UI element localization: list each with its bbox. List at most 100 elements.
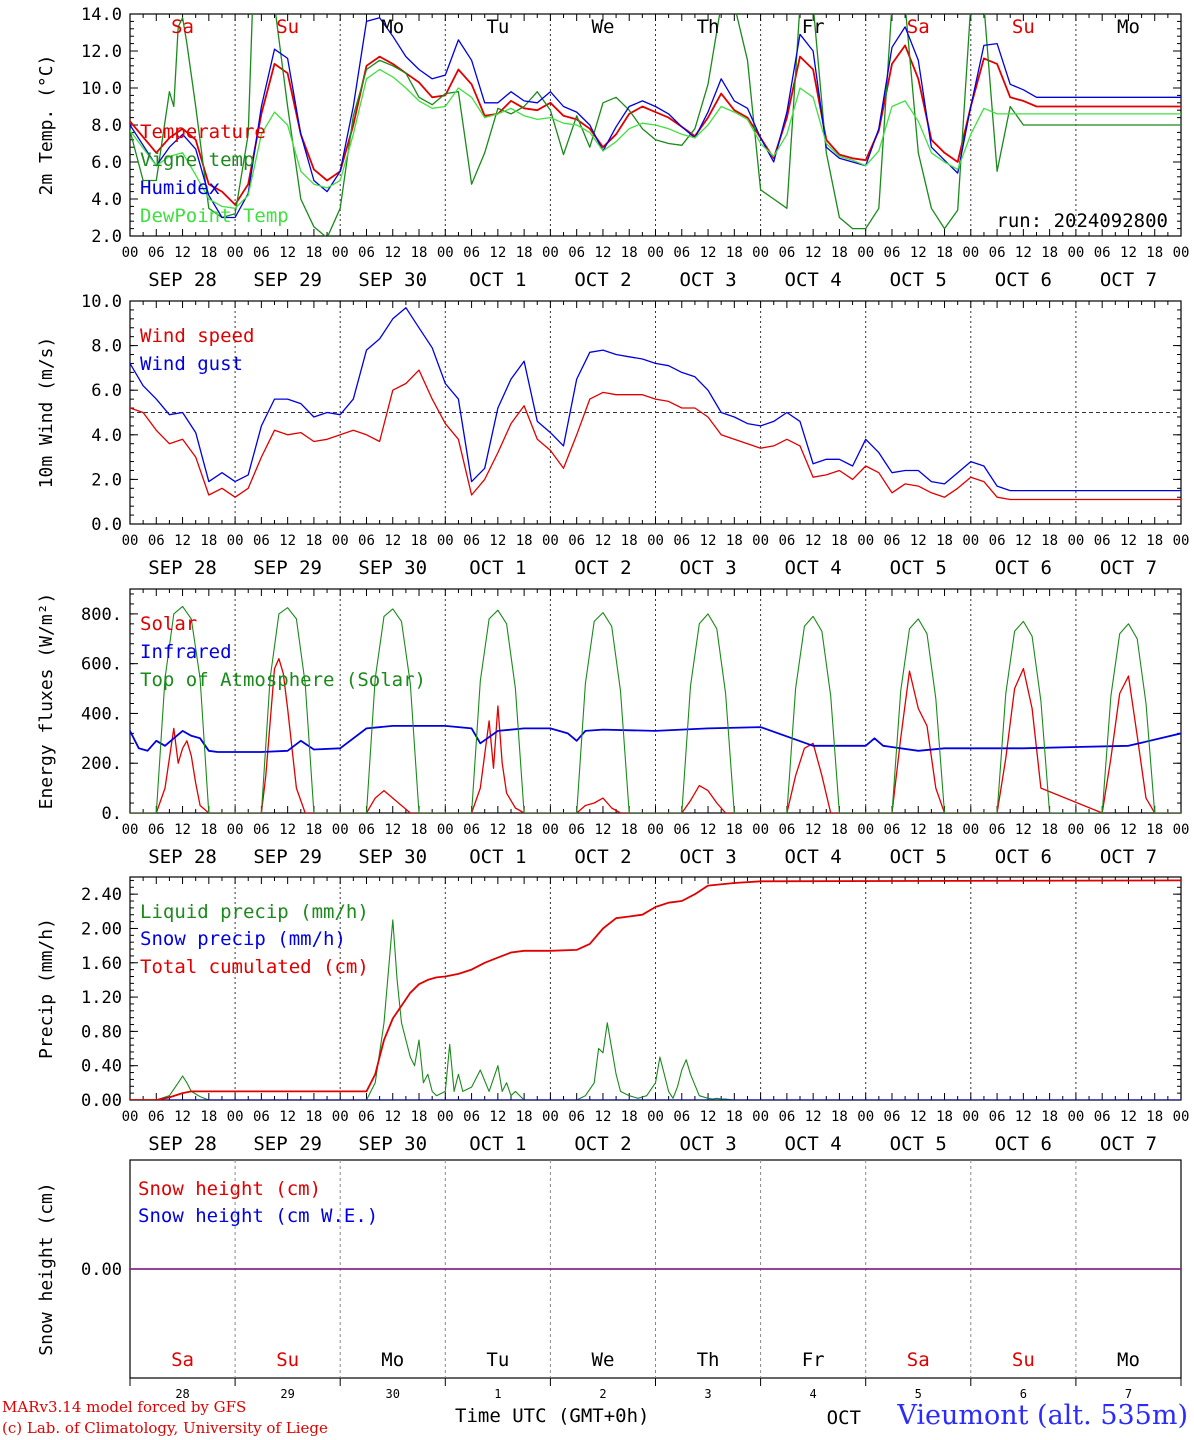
precip-hour-label: 00 <box>122 1109 139 1125</box>
precip-date-label: OCT 7 <box>1100 1133 1157 1155</box>
wind-hour-label: 18 <box>411 533 428 549</box>
precip-hour-label: 18 <box>305 1109 322 1125</box>
precip-series-liquid-precip-mm-h <box>130 919 1181 1100</box>
wind-hour-label: 00 <box>857 533 874 549</box>
temperature-hour-label: 12 <box>384 245 401 261</box>
temperature-legend-entry: DewPoint Temp <box>140 205 289 227</box>
precip-hour-label: 06 <box>463 1109 480 1125</box>
precip-date-label: OCT 3 <box>679 1133 736 1155</box>
wind-y-tick-label: 10.0 <box>81 292 122 312</box>
temperature-hour-label: 06 <box>148 245 165 261</box>
temperature-hour-label: 18 <box>831 245 848 261</box>
wind-hour-label: 18 <box>1146 533 1163 549</box>
temperature-date-label: OCT 5 <box>890 269 947 291</box>
energy-hour-label: 00 <box>857 822 874 838</box>
precip-y-tick-label: 2.00 <box>81 919 122 939</box>
temperature-hour-label: 12 <box>805 245 822 261</box>
temperature-hour-label: 18 <box>621 245 638 261</box>
precip-hour-label: 06 <box>778 1109 795 1125</box>
weekday-label-top: Tu <box>486 16 509 38</box>
temperature-date-label: OCT 6 <box>995 269 1052 291</box>
wind-hour-label: 06 <box>989 533 1006 549</box>
energy-hour-label: 00 <box>227 822 244 838</box>
temperature-hour-label: 00 <box>227 245 244 261</box>
temperature-date-label: OCT 2 <box>574 269 631 291</box>
energy-date-label: SEP 30 <box>358 846 427 868</box>
weekday-label-bottom: Su <box>1012 1349 1035 1371</box>
precip-y-tick-label: 1.60 <box>81 954 122 974</box>
temperature-date-label: OCT 7 <box>1100 269 1157 291</box>
snow-legend-entry: Snow height (cm) <box>138 1178 321 1200</box>
precip-hour-label: 06 <box>148 1109 165 1125</box>
wind-hour-label: 12 <box>910 533 927 549</box>
temperature-y-tick-label: 2.0 <box>91 227 122 247</box>
wind-hour-label: 12 <box>489 533 506 549</box>
precip-hour-label: 12 <box>805 1109 822 1125</box>
energy-hour-label: 18 <box>200 822 217 838</box>
temperature-hour-label: 18 <box>200 245 217 261</box>
energy-date-label: SEP 28 <box>148 846 217 868</box>
panel-wind: 0.0 2.0 4.0 6.0 8.0 10.0 10m Wind (m/s) Wind sp… <box>36 292 1189 579</box>
energy-date-label: OCT 2 <box>574 846 631 868</box>
wind-hour-label: 18 <box>936 533 953 549</box>
energy-hour-label: 06 <box>568 822 585 838</box>
precip-y-tick-label: 2.40 <box>81 885 122 905</box>
temperature-series-dewpoint-temp <box>130 68 1181 209</box>
energy-hour-label: 18 <box>831 822 848 838</box>
precip-hour-label: 06 <box>253 1109 270 1125</box>
weekday-label-top: We <box>592 16 615 38</box>
temperature-hour-label: 18 <box>1146 245 1163 261</box>
precip-legend-entry: Total cumulated (cm) <box>140 956 369 978</box>
energy-series-solar <box>130 658 1181 813</box>
temperature-hour-label: 18 <box>516 245 533 261</box>
weekday-label-top: Mo <box>381 16 404 38</box>
precip-hour-label: 12 <box>384 1109 401 1125</box>
precip-hour-label: 06 <box>989 1109 1006 1125</box>
energy-y-tick-label: 800. <box>81 605 122 625</box>
precip-hour-label: 12 <box>174 1109 191 1125</box>
precip-y-axis-title: Precip (mm/h) <box>36 918 57 1059</box>
precip-hour-label: 00 <box>752 1109 769 1125</box>
temperature-date-label: SEP 29 <box>253 269 322 291</box>
temperature-hour-label: 12 <box>910 245 927 261</box>
precip-hour-label: 18 <box>1146 1109 1163 1125</box>
wind-hour-label: 06 <box>253 533 270 549</box>
wind-hour-label: 06 <box>148 533 165 549</box>
temperature-hour-label: 12 <box>1015 245 1032 261</box>
precip-legend-entry: Liquid precip (mm/h) <box>140 901 369 923</box>
precip-hour-label: 06 <box>1094 1109 1111 1125</box>
wind-y-tick-label: 4.0 <box>91 426 122 446</box>
energy-hour-label: 18 <box>411 822 428 838</box>
wind-hour-label: 00 <box>647 533 664 549</box>
wind-hour-label: 00 <box>962 533 979 549</box>
temperature-hour-label: 06 <box>358 245 375 261</box>
temperature-hour-label: 12 <box>489 245 506 261</box>
bottom-day-number: 28 <box>175 1387 189 1401</box>
wind-date-label: OCT 6 <box>995 557 1052 579</box>
bottom-day-number: 7 <box>1125 1387 1132 1401</box>
temperature-hour-label: 06 <box>884 245 901 261</box>
energy-hour-label: 12 <box>805 822 822 838</box>
wind-hour-label: 06 <box>778 533 795 549</box>
precip-hour-label: 12 <box>1120 1109 1137 1125</box>
precip-hour-label: 00 <box>437 1109 454 1125</box>
wind-date-label: OCT 1 <box>469 557 526 579</box>
energy-hour-label: 00 <box>122 822 139 838</box>
energy-hour-label: 12 <box>700 822 717 838</box>
wind-hour-label: 00 <box>752 533 769 549</box>
energy-hour-label: 12 <box>279 822 296 838</box>
energy-hour-label: 06 <box>463 822 480 838</box>
weekday-label-bottom: Sa <box>907 1349 930 1371</box>
energy-hour-label: 12 <box>1120 822 1137 838</box>
precip-hour-label: 18 <box>200 1109 217 1125</box>
energy-hour-label: 12 <box>489 822 506 838</box>
precip-hour-label: 12 <box>279 1109 296 1125</box>
bottom-day-number: 29 <box>280 1387 294 1401</box>
wind-hour-label: 12 <box>805 533 822 549</box>
precip-hour-label: 18 <box>516 1109 533 1125</box>
energy-legend-entry: Top of Atmosphere (Solar) <box>140 669 426 691</box>
precip-hour-label: 12 <box>489 1109 506 1125</box>
wind-hour-label: 12 <box>1015 533 1032 549</box>
temperature-date-label: OCT 4 <box>785 269 842 291</box>
